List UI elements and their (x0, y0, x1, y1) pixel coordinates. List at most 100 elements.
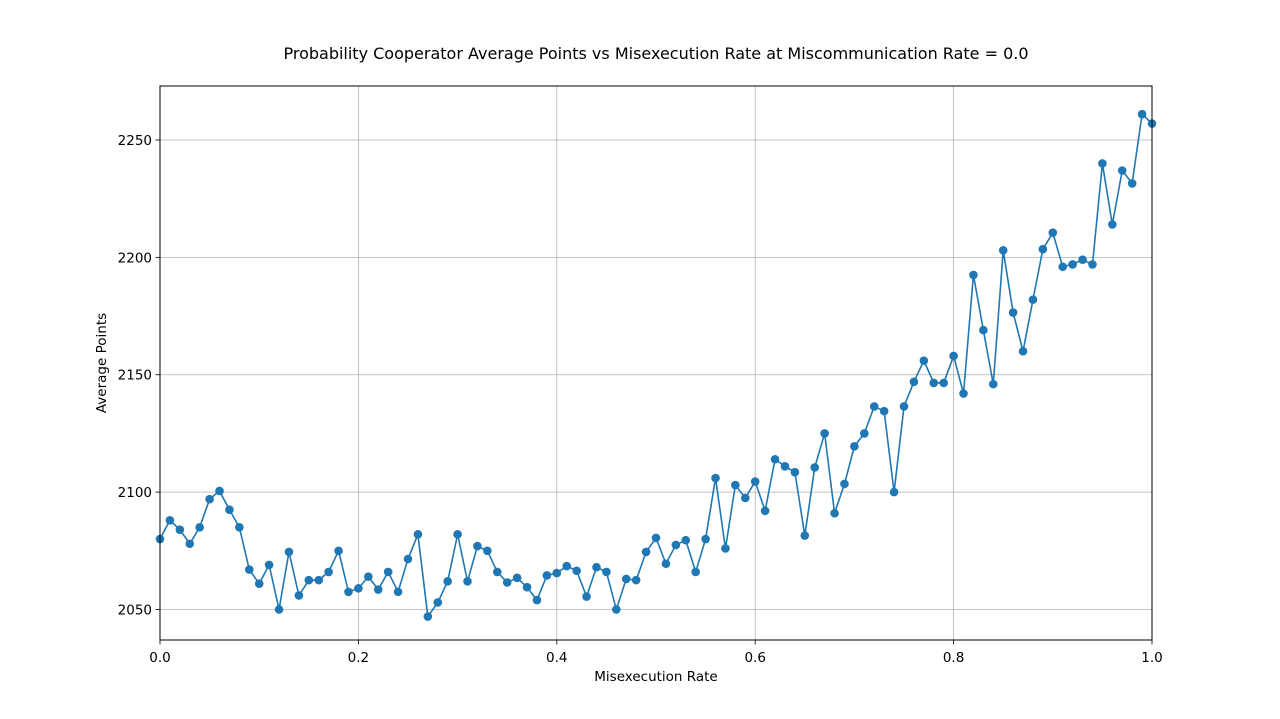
data-point (969, 270, 978, 280)
data-point (959, 389, 968, 398)
data-point (1008, 308, 1018, 317)
data-point (334, 546, 343, 556)
data-point (383, 567, 393, 577)
data-point (483, 546, 492, 556)
data-point (364, 572, 373, 581)
data-point (592, 562, 601, 572)
data-point (731, 480, 740, 490)
data-point (1018, 346, 1028, 356)
data-point (988, 379, 998, 389)
data-point (344, 587, 353, 597)
data-point (1048, 228, 1058, 238)
data-point (433, 598, 443, 607)
data-point (443, 577, 452, 586)
data-point (1088, 260, 1097, 269)
data-point (562, 561, 572, 571)
data-point (314, 575, 324, 585)
x-tick-label: 1.0 (1141, 650, 1162, 666)
data-point (810, 463, 820, 472)
data-point (284, 547, 294, 557)
x-axis: 0.0 0.2 0.4 0.6 0.8 1.0 (149, 640, 1163, 666)
data-point (393, 587, 403, 597)
data-point (681, 535, 691, 545)
data-point (641, 547, 651, 557)
data-point (612, 605, 621, 614)
data-point (1098, 159, 1107, 168)
data-point (790, 467, 800, 477)
grid (159, 86, 1153, 640)
data-point (274, 605, 284, 614)
data-point (403, 554, 413, 564)
data-point (869, 402, 879, 411)
data-point (780, 461, 790, 471)
data-point (860, 429, 869, 438)
series-markers (155, 109, 1157, 621)
data-point (701, 534, 710, 544)
data-point (582, 592, 591, 601)
data-point (354, 584, 363, 593)
data-point (631, 575, 641, 585)
data-point (254, 579, 264, 588)
data-point (225, 505, 234, 515)
data-point (939, 378, 948, 388)
data-point (621, 574, 631, 584)
y-tick-label: 2150 (118, 368, 152, 384)
data-point (1068, 260, 1077, 269)
data-point (552, 568, 562, 578)
data-point (244, 565, 254, 574)
data-point (1108, 220, 1117, 229)
data-point (691, 567, 700, 577)
y-tick-label: 2250 (118, 133, 152, 149)
x-axis-label: Misexecution Rate (594, 669, 717, 685)
data-point (215, 486, 224, 496)
chart-title: Probability Cooperator Average Points vs… (283, 44, 1028, 63)
data-point (373, 585, 383, 594)
x-tick-label: 0.6 (744, 650, 765, 666)
data-point (185, 539, 195, 549)
data-point (324, 567, 333, 577)
x-tick-label: 0.4 (546, 650, 567, 666)
y-tick-label: 2200 (118, 250, 152, 266)
data-point (750, 477, 760, 486)
data-point (850, 442, 859, 451)
data-point (770, 454, 780, 464)
data-point (840, 479, 849, 489)
data-point (165, 515, 175, 525)
data-point (879, 406, 889, 416)
data-point (998, 246, 1008, 255)
y-axis-label: Average Points (94, 313, 110, 413)
data-point (512, 573, 522, 583)
data-point (1078, 255, 1087, 265)
data-point (294, 591, 304, 600)
data-point (602, 567, 611, 577)
data-point (205, 494, 214, 504)
data-point (889, 487, 899, 497)
data-point (423, 612, 433, 621)
y-axis: 2050 2100 2150 2200 2250 (118, 133, 160, 618)
data-point (651, 533, 661, 543)
data-point (572, 566, 581, 576)
data-point (740, 493, 750, 503)
data-point (1028, 295, 1038, 304)
data-point (949, 351, 958, 361)
data-point (800, 531, 810, 540)
data-point (473, 541, 482, 551)
data-point (1038, 244, 1048, 254)
data-point (235, 523, 244, 532)
data-point (760, 506, 770, 516)
data-point (899, 402, 909, 411)
data-point (979, 325, 988, 335)
data-point (1117, 166, 1127, 175)
data-point (909, 377, 919, 387)
data-point (175, 525, 185, 534)
data-point (671, 540, 681, 550)
data-point (929, 378, 939, 388)
y-tick-label: 2100 (118, 485, 152, 501)
data-point (919, 356, 929, 365)
data-point (1127, 179, 1137, 188)
data-point (195, 523, 204, 532)
x-tick-label: 0.8 (943, 650, 964, 666)
data-point (453, 530, 462, 539)
data-point (711, 473, 720, 483)
